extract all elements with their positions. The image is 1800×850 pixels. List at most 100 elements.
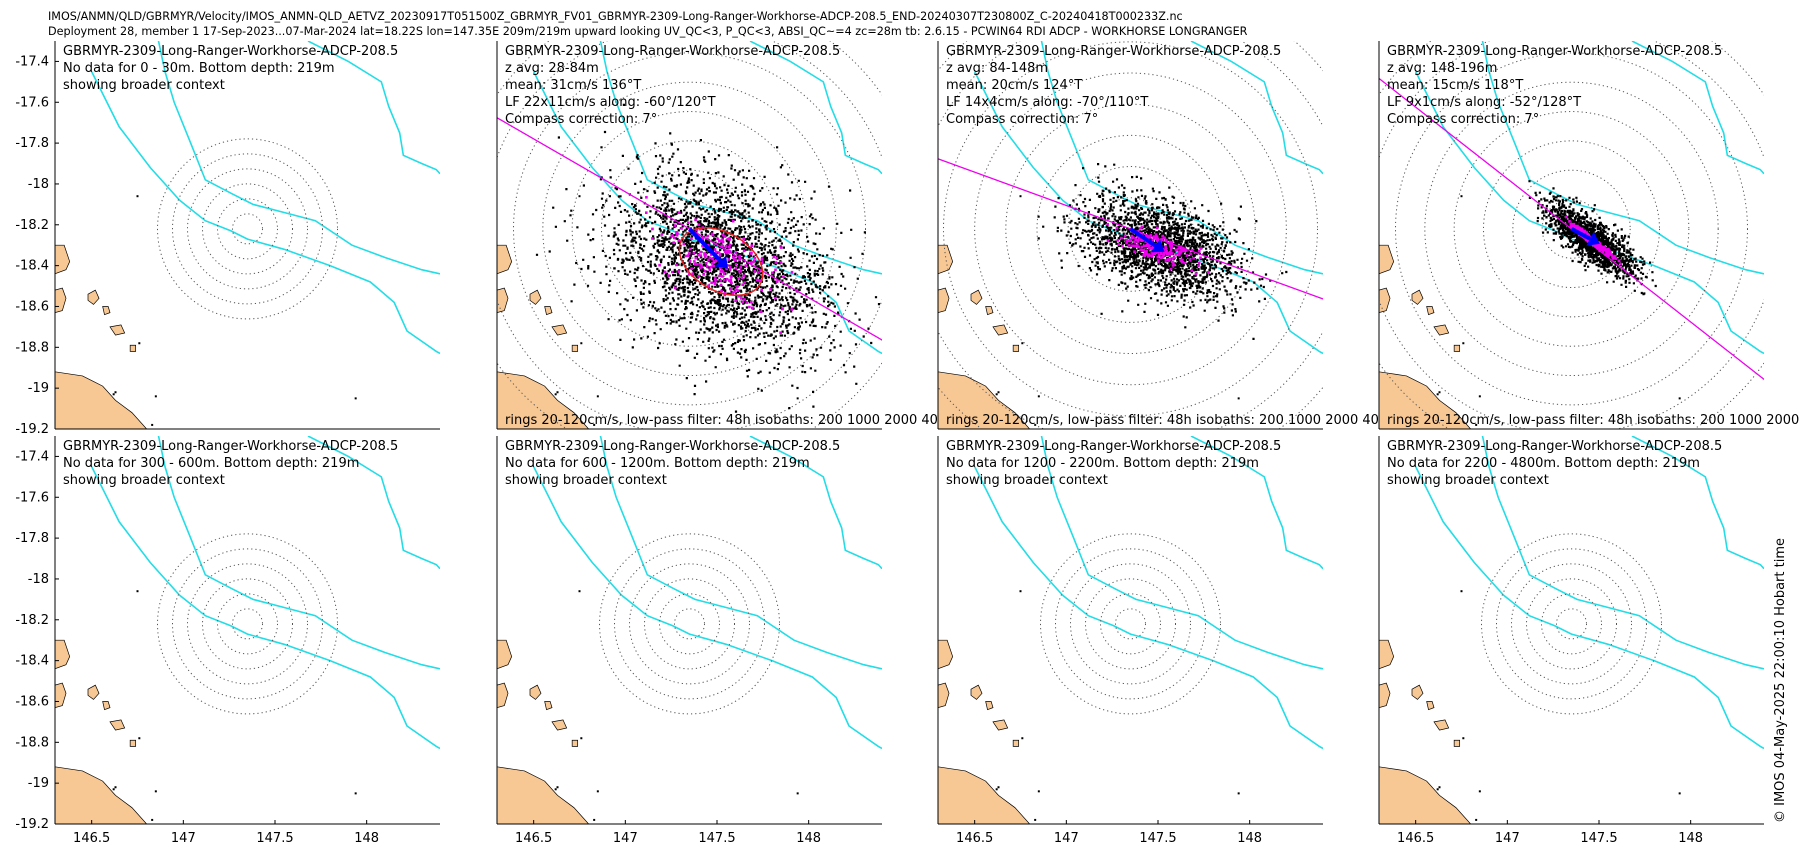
small-island bbox=[1034, 818, 1037, 821]
land-polygon bbox=[1453, 739, 1461, 747]
speed-ring bbox=[943, 41, 1318, 417]
small-island bbox=[1678, 792, 1681, 795]
context-ring bbox=[1541, 593, 1602, 655]
land-polygon bbox=[1379, 766, 1472, 824]
panel-4: GBRMYR-2309-Long-Ranger-Workhorse-ADCP-2… bbox=[1378, 41, 1800, 430]
mean-current-arrow bbox=[1129, 227, 1158, 248]
y-tick-label: -18.2 bbox=[15, 218, 49, 233]
speed-ring bbox=[1453, 111, 1690, 347]
x-tick-label: 147 bbox=[1054, 831, 1079, 846]
context-ring bbox=[232, 608, 263, 640]
land-polygon bbox=[102, 306, 111, 316]
small-island bbox=[154, 790, 157, 793]
panel-title: GBRMYR-2309-Long-Ranger-Workhorse-ADCP-2… bbox=[946, 439, 1281, 454]
small-island bbox=[596, 395, 599, 398]
small-island bbox=[580, 737, 583, 740]
panel-plot-area bbox=[55, 41, 440, 429]
y-tick-label: -17.8 bbox=[15, 531, 49, 546]
isobath-line bbox=[749, 436, 882, 570]
land-polygon bbox=[571, 344, 579, 352]
imos-credit: © IMOS 04-May-2025 22:00:10 Hobart time bbox=[1773, 538, 1788, 823]
isobath-line bbox=[1414, 466, 1764, 750]
land-polygon bbox=[1379, 682, 1391, 708]
context-ring bbox=[1100, 593, 1161, 655]
panel-stat-line: Compass correction: 7° bbox=[505, 112, 657, 127]
y-tick-label: -19 bbox=[28, 381, 49, 396]
small-island bbox=[138, 737, 141, 740]
x-tick-label: 148 bbox=[354, 831, 379, 846]
isobath-line bbox=[1631, 41, 1764, 175]
x-tick-label: 147 bbox=[1495, 831, 1520, 846]
panel-note-line: showing broader context bbox=[1387, 473, 1549, 488]
land-polygon bbox=[1379, 244, 1395, 275]
context-ring bbox=[614, 548, 765, 700]
context-ring bbox=[187, 563, 308, 685]
panel-stat-line: z avg: 84-148m bbox=[946, 61, 1048, 76]
land-polygon bbox=[55, 287, 67, 313]
land-polygon bbox=[1379, 371, 1472, 429]
panel-3: GBRMYR-2309-Long-Ranger-Workhorse-ADCP-2… bbox=[937, 41, 1408, 430]
land-polygon bbox=[938, 244, 954, 275]
panel-note-line: No data for 0 - 30m. Bottom depth: 219m bbox=[63, 61, 335, 76]
isobath-line bbox=[1190, 41, 1323, 175]
isobath-line bbox=[90, 71, 440, 355]
x-tick-label: 146.5 bbox=[515, 831, 552, 846]
x-tick-label: 148 bbox=[1237, 831, 1262, 846]
context-ring bbox=[644, 578, 735, 670]
small-island bbox=[995, 393, 998, 396]
land-polygon bbox=[129, 344, 137, 352]
small-island bbox=[556, 786, 559, 789]
panel-2: GBRMYR-2309-Long-Ranger-Workhorse-ADCP-2… bbox=[496, 41, 967, 430]
small-island bbox=[1678, 397, 1681, 400]
panel-plot-area bbox=[938, 436, 1323, 824]
panel-plot-area bbox=[938, 41, 1323, 429]
y-tick-label: -17.6 bbox=[15, 95, 49, 110]
panel-plot-area bbox=[55, 436, 440, 824]
small-island bbox=[997, 786, 1000, 789]
isobath-line bbox=[307, 41, 440, 175]
small-island bbox=[1475, 818, 1478, 821]
context-ring bbox=[1085, 578, 1176, 670]
y-tick-label: -19 bbox=[28, 776, 49, 791]
small-island bbox=[580, 342, 583, 345]
x-tick-label: 146.5 bbox=[956, 831, 993, 846]
context-ring bbox=[1481, 533, 1662, 715]
speed-ring bbox=[571, 111, 808, 347]
small-island bbox=[151, 423, 154, 426]
small-island bbox=[596, 790, 599, 793]
land-polygon bbox=[1433, 719, 1450, 731]
small-island bbox=[554, 788, 557, 791]
small-island bbox=[796, 397, 799, 400]
land-polygon bbox=[1379, 287, 1391, 313]
panel-stat-line: z avg: 148-196m bbox=[1387, 61, 1497, 76]
isobath-line bbox=[749, 41, 882, 175]
panel-note-line: No data for 300 - 600m. Bottom depth: 21… bbox=[63, 456, 359, 471]
y-tick-label: -19.2 bbox=[15, 817, 49, 832]
panel-stat-line: LF 9x1cm/s along: -52°/128°T bbox=[1387, 95, 1581, 110]
context-ring bbox=[1070, 563, 1191, 685]
isobath-line bbox=[599, 436, 882, 670]
panel-1: -17.4 -17.6 -17.8 -18 -18.2 -18.4 -18.6 -18.8 -1… bbox=[15, 41, 440, 437]
land-polygon bbox=[497, 287, 509, 313]
small-island bbox=[1460, 590, 1463, 593]
small-island bbox=[1462, 342, 1465, 345]
small-island bbox=[354, 792, 357, 795]
y-tick-label: -18.8 bbox=[15, 735, 49, 750]
land-polygon bbox=[109, 719, 126, 731]
panel-note-line: showing broader context bbox=[63, 473, 225, 488]
small-island bbox=[578, 590, 581, 593]
x-tick-label: 146.5 bbox=[1397, 831, 1434, 846]
land-polygon bbox=[1379, 639, 1395, 670]
x-tick-label: 147.5 bbox=[256, 831, 293, 846]
land-polygon bbox=[529, 289, 542, 305]
land-polygon bbox=[1426, 306, 1435, 316]
speed-ring bbox=[513, 52, 866, 406]
land-polygon bbox=[1426, 701, 1435, 711]
principal-axis-line bbox=[497, 116, 882, 341]
small-island bbox=[796, 792, 799, 795]
small-island bbox=[997, 391, 1000, 394]
isobath-line bbox=[307, 436, 440, 570]
context-ring bbox=[202, 578, 293, 670]
y-tick-label: -17.4 bbox=[15, 449, 49, 464]
context-ring bbox=[217, 198, 278, 260]
